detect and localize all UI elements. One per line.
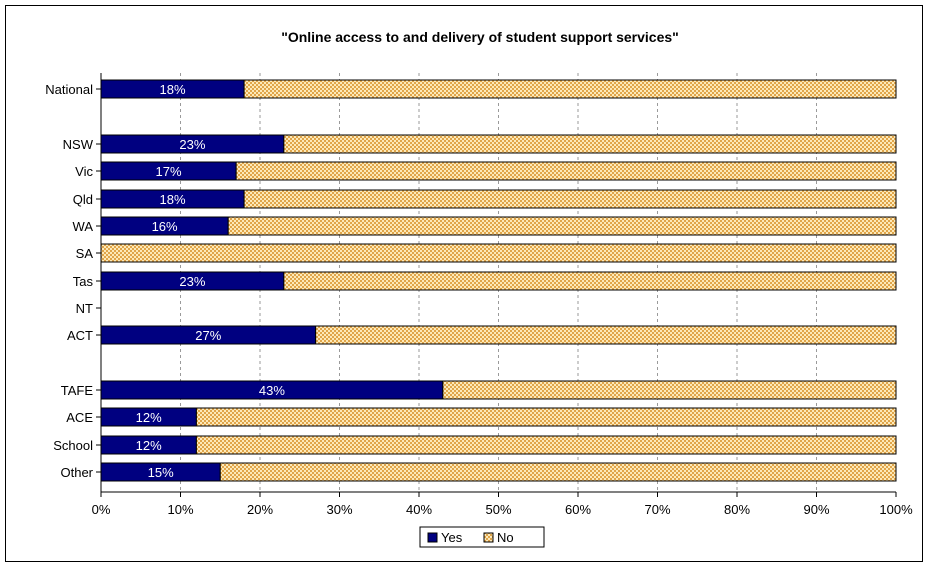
bar-data-label: 12%	[136, 410, 162, 425]
category-label: SA	[76, 246, 94, 261]
bars-layer	[100, 79, 897, 482]
category-label: Qld	[73, 192, 93, 207]
category-label: WA	[73, 219, 94, 234]
chart-title: "Online access to and delivery of studen…	[281, 29, 679, 45]
legend-label: No	[497, 530, 514, 545]
category-label: National	[45, 82, 93, 97]
bar-data-label: 17%	[156, 164, 182, 179]
bar-no	[235, 161, 897, 181]
bar-no	[195, 407, 897, 427]
bar-data-label: 23%	[179, 137, 205, 152]
x-tick-label: 30%	[326, 502, 352, 517]
bar-data-label: 16%	[152, 219, 178, 234]
x-tick-label: 60%	[565, 502, 591, 517]
legend: Yes No	[419, 526, 545, 548]
category-label: TAFE	[61, 383, 94, 398]
bar-data-label: 12%	[136, 438, 162, 453]
x-tick-label: 0%	[92, 502, 111, 517]
bar-no	[100, 243, 897, 263]
bar-no	[442, 380, 897, 400]
x-tick-label: 10%	[167, 502, 193, 517]
bar-no	[243, 79, 897, 99]
category-label: NT	[76, 301, 93, 316]
legend-swatch	[427, 532, 438, 543]
x-tick-label: 90%	[803, 502, 829, 517]
bar-data-label: 27%	[195, 328, 221, 343]
bar-no	[315, 325, 897, 345]
x-tick-label: 50%	[485, 502, 511, 517]
x-tick-label: 70%	[644, 502, 670, 517]
legend-label: Yes	[441, 530, 463, 545]
legend-box	[419, 526, 545, 548]
bar-no	[283, 271, 897, 291]
category-label: Vic	[75, 164, 93, 179]
bar-no	[227, 216, 897, 236]
x-tick-label: 80%	[724, 502, 750, 517]
bar-data-label: 18%	[160, 192, 186, 207]
bar-no	[243, 189, 897, 209]
x-tick-label: 100%	[879, 502, 913, 517]
category-label: ACE	[66, 410, 93, 425]
category-label: ACT	[67, 328, 93, 343]
x-tick-label: 20%	[247, 502, 273, 517]
labels-layer: 0% 10% 20% 30% 40% 50% 60% 70% 80% 90% 100% Nationa…	[45, 82, 913, 517]
bar-data-label: 15%	[148, 465, 174, 480]
bar-no	[219, 462, 897, 482]
category-label: NSW	[63, 137, 94, 152]
bar-no	[195, 435, 897, 455]
bar-data-label: 43%	[259, 383, 285, 398]
x-tick-label: 40%	[406, 502, 432, 517]
legend-swatch	[483, 532, 494, 543]
category-label: Tas	[73, 274, 94, 289]
bar-no	[283, 134, 897, 154]
bar-data-label: 23%	[179, 274, 205, 289]
category-label: Other	[60, 465, 93, 480]
bar-data-label: 18%	[160, 82, 186, 97]
category-label: School	[53, 438, 93, 453]
